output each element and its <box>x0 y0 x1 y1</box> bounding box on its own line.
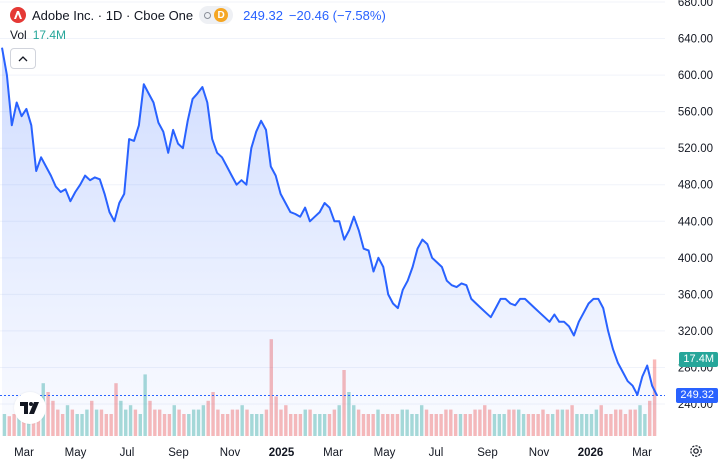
y-tick-label: 400.00 <box>678 253 713 265</box>
symbol-header: Adobe Inc. · 1D · Cboe One D 249.32 −20.… <box>10 6 386 24</box>
volume-value: 17.4M <box>32 28 67 42</box>
x-tick-label: Mar <box>14 447 34 459</box>
x-tick-label: Mar <box>632 447 652 459</box>
delayed-badge: D <box>214 8 229 22</box>
market-status-pill[interactable]: D <box>199 6 234 24</box>
y-tick-label: 520.00 <box>678 143 713 155</box>
x-tick-label: May <box>65 447 87 459</box>
y-tick-label: 680.00 <box>678 0 713 9</box>
price-axis[interactable]: 680.00 640.00 600.00 560.00 520.00 480.00 440.… <box>678 0 713 411</box>
adobe-logo-icon <box>10 7 26 23</box>
last-price-tag: 249.32 <box>676 388 718 403</box>
tradingview-logo-icon[interactable] <box>14 392 46 424</box>
x-tick-label: Jul <box>429 447 444 459</box>
price-area-fill <box>2 47 657 436</box>
volume-label: Vol <box>10 28 27 42</box>
y-tick-label: 320.00 <box>678 326 713 338</box>
time-axis[interactable]: Mar May Jul Sep Nov 2025 Mar May Jul Sep Nov 2026 Ma… <box>14 447 652 459</box>
y-tick-label: 480.00 <box>678 180 713 192</box>
x-tick-label: 2025 <box>269 447 295 459</box>
price-line <box>1 47 658 396</box>
y-tick-label: 560.00 <box>678 107 713 119</box>
x-tick-label: Mar <box>323 447 343 459</box>
x-tick-label: Jul <box>120 447 135 459</box>
x-tick-label: May <box>374 447 396 459</box>
x-tick-label: Sep <box>168 447 188 459</box>
x-tick-label: 2026 <box>578 447 604 459</box>
collapse-legend-button[interactable] <box>10 48 36 69</box>
y-tick-label: 440.00 <box>678 216 713 228</box>
y-tick-label: 640.00 <box>678 34 713 46</box>
y-tick-label: 360.00 <box>678 289 713 301</box>
symbol-title[interactable]: Adobe Inc. · 1D · Cboe One <box>32 7 194 23</box>
x-tick-label: Sep <box>477 447 497 459</box>
x-tick-label: Nov <box>529 447 550 459</box>
volume-legend[interactable]: Vol 17.4M <box>10 28 66 42</box>
y-tick-label: 600.00 <box>678 70 713 82</box>
x-tick-label: Nov <box>220 447 241 459</box>
chevron-up-icon <box>18 55 28 61</box>
last-price: 249.32 <box>243 7 283 23</box>
price-change: −20.46 (−7.58%) <box>288 7 386 23</box>
status-dot-icon <box>204 11 212 19</box>
volume-price-tag: 17.4M <box>679 351 718 367</box>
settings-gear-icon[interactable] <box>689 444 703 458</box>
